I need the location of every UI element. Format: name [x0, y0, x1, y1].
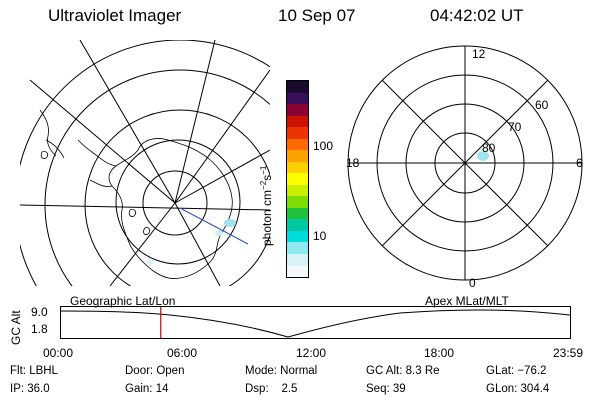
timeline-xtick-1: 06:00: [167, 346, 198, 360]
timeline-xtick-3: 18:00: [424, 346, 455, 360]
timeline-xtick-2: 12:00: [296, 346, 327, 360]
colorbar-band: [287, 92, 308, 105]
timeline-ytick-min: 1.8: [31, 322, 48, 336]
colorbar-tick-10: 10: [313, 229, 327, 243]
meridian-6: [109, 202, 176, 286]
gain-info: Gain: 14: [125, 383, 169, 395]
colorbar-tick-100: 100: [313, 139, 334, 153]
door-info: Door: Open: [125, 365, 185, 377]
mlat-label-80: 80: [482, 141, 496, 155]
mlat-label-70: 70: [508, 120, 522, 134]
aurora-spot-1: [224, 219, 236, 227]
left-panel-name: Geographic Lat/Lon: [70, 294, 176, 308]
altitude-curve: [60, 309, 571, 338]
mlt-label-12: 12: [472, 47, 486, 61]
lat-circle-inner: [142, 170, 208, 236]
south-america-coast: [39, 109, 65, 159]
colorbar-band: [287, 196, 308, 208]
island-3: [143, 227, 151, 235]
glon-info: GLon: 304.4: [486, 383, 550, 395]
timeline-ylabel: GC Alt: [9, 310, 23, 345]
colorbar-band: [287, 81, 308, 93]
island-1: [40, 151, 49, 159]
colorbar-band: [287, 265, 308, 278]
meridian-7: [29, 79, 176, 204]
right-panel-name: Apex MLat/MLT: [425, 294, 509, 308]
mlt-label-0: 0: [469, 276, 476, 290]
gcalt-info: GC Alt: 8.3 Re: [366, 365, 440, 377]
colorbar-band: [287, 104, 308, 116]
mlt-label-6: 6: [576, 156, 583, 170]
meridian-2: [79, 40, 176, 204]
timeline-ytick-max: 9.0: [31, 305, 48, 319]
mlat-mlt-dial: 12 0 18 6 60 70 80: [346, 45, 583, 290]
colorbar-unit-label: photon cm−2s−1: [259, 165, 274, 246]
meridian-8: [174, 202, 221, 286]
colorbar: [286, 80, 309, 278]
colorbar-band: [287, 207, 308, 220]
colorbar-band: [287, 184, 308, 197]
meridian-4: [174, 40, 216, 204]
lat-circle-4: [115, 139, 241, 265]
lat-circle-3: [84, 109, 270, 286]
colorbar-band: [287, 230, 308, 243]
time-label: 04:42:02 UT: [430, 6, 524, 25]
glat-info: GLat: −76.2: [486, 365, 547, 377]
date-label: 10 Sep 07: [278, 6, 356, 25]
colorbar-band: [287, 150, 308, 162]
aurora-spot-3: [146, 259, 154, 265]
colorbar-band: [287, 115, 308, 128]
meridian-5: [174, 149, 270, 204]
mlat-label-60: 60: [535, 98, 549, 112]
colorbar-band: [287, 253, 308, 266]
seq-info: Seq: 39: [366, 383, 406, 395]
colorbar-band: [287, 138, 308, 151]
colorbar-band: [287, 173, 308, 185]
filter-info: Flt: LBHL: [10, 365, 58, 377]
geographic-map: [20, 40, 270, 286]
colorbar-band: [287, 242, 308, 254]
instrument-title: Ultraviolet Imager: [48, 6, 182, 25]
ip-info: IP: 36.0: [10, 383, 50, 395]
timeline-xtick-0: 00:00: [43, 346, 74, 360]
meridian-3: [174, 69, 270, 204]
mode-info: Mode: Normal: [245, 365, 318, 377]
colorbar-band: [287, 219, 308, 231]
dsp-info: Dsp: 2.5: [245, 383, 298, 395]
colorbar-band: [287, 161, 308, 174]
meridian-1: [20, 204, 270, 211]
aurora-spot-mlt: [477, 151, 489, 161]
timeline-xtick-4: 23:59: [553, 346, 584, 360]
mlt-diagonal-2: [381, 79, 549, 247]
altitude-timeline: [60, 306, 571, 339]
antarctic-peninsula: [77, 139, 117, 187]
aurora-spot-2: [215, 230, 223, 236]
sun-direction-line: [179, 207, 249, 245]
colorbar-band: [287, 127, 308, 139]
island-2: [128, 209, 137, 217]
mlt-label-18: 18: [346, 156, 360, 170]
